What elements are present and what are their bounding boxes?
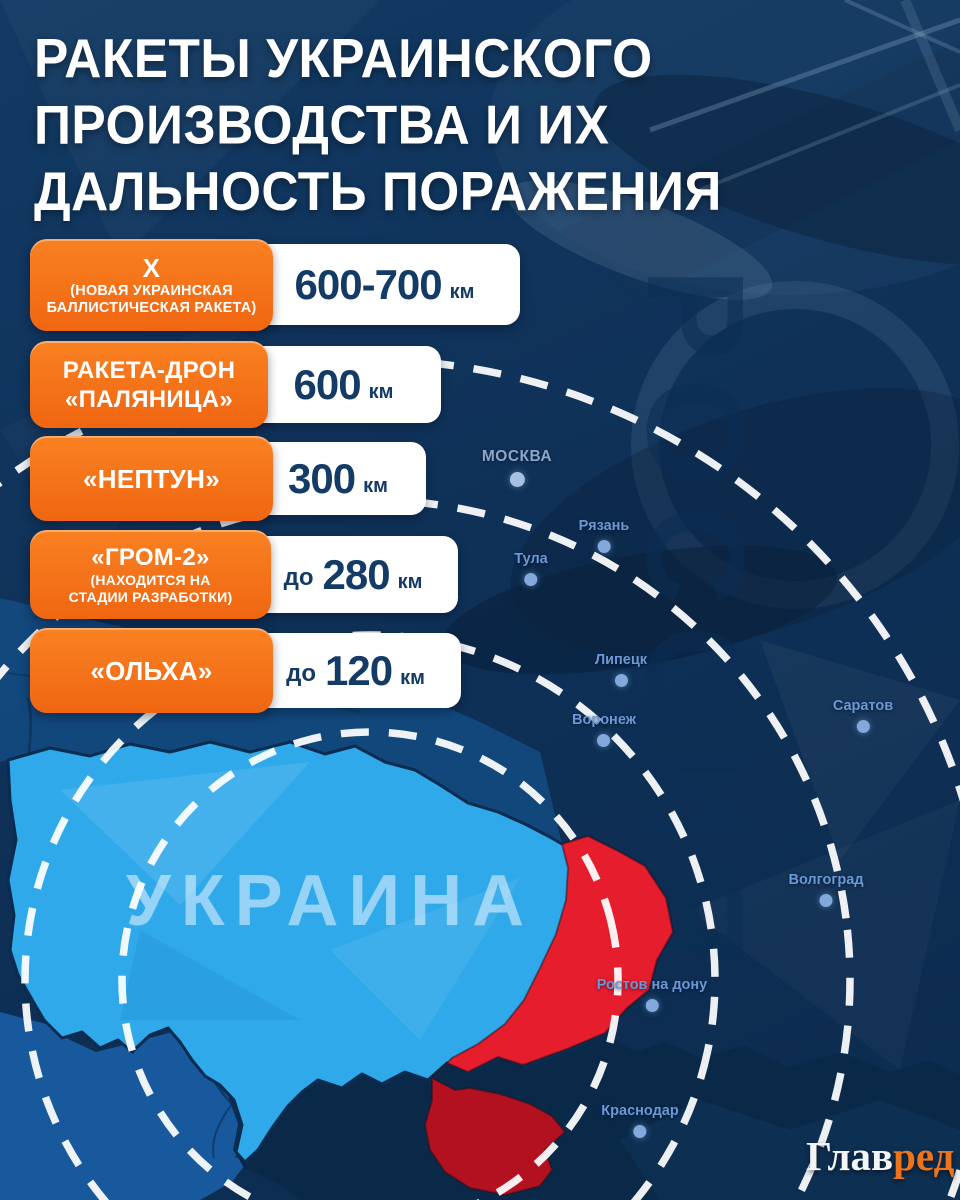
city-marker-volgograd: Волгоград [788, 872, 864, 907]
missile-name-badge: РАКЕТА-ДРОН «ПАЛЯНИЦА» [30, 341, 268, 428]
range-prefix: до [283, 564, 314, 591]
range-unit: км [449, 280, 475, 303]
city-label: Волгоград [788, 872, 864, 888]
missile-note: (НОВАЯ УКРАИНСКАЯ [70, 283, 233, 299]
city-marker-ryazan: Рязань [578, 518, 630, 553]
missile-row-grom2: до 280 км «ГРОМ-2» (НАХОДИТСЯ НА СТАДИИ … [0, 530, 620, 619]
range-unit: км [363, 474, 388, 497]
missile-note: СТАДИИ РАЗРАБОТКИ) [68, 588, 233, 605]
missile-name-badge: «НЕПТУН» [30, 436, 273, 521]
missile-name-badge: «ГРОМ-2» (НАХОДИТСЯ НА СТАДИИ РАЗРАБОТКИ… [30, 530, 271, 619]
range-value: 300 [288, 454, 356, 502]
range-unit: км [397, 570, 423, 593]
city-label: Тула [514, 551, 548, 567]
missile-photo-overlay [442, 0, 960, 675]
range-prefix: до [286, 660, 316, 687]
city-label: Ростов на дону [596, 977, 708, 993]
city-marker-tula: Тула [514, 551, 548, 586]
missile-note: (НАХОДИТСЯ НА [90, 572, 211, 588]
logo-text-white: Глав [806, 1133, 894, 1179]
range-badge: 600 км [246, 346, 441, 423]
city-marker-rostov: Ростов на дону [596, 977, 708, 1012]
city-marker-lipetsk: Липецк [595, 652, 647, 687]
page-title: РАКЕТЫ УКРАИНСКОГО ПРОИЗВОДСТВА И ИХ ДАЛ… [34, 26, 868, 226]
title-line-3: ДАЛЬНОСТЬ ПОРАЖЕНИЯ [34, 161, 722, 223]
missile-name-badge: «ОЛЬХА» [30, 628, 273, 713]
title-line-2: ПРОИЗВОДСТВА И ИХ [34, 94, 610, 156]
missile-row-olkha: до 120 км «ОЛЬХА» [0, 628, 620, 713]
missile-name: «ПАЛЯНИЦА» [64, 385, 234, 413]
missile-name: «ГРОМ-2» [91, 544, 210, 571]
city-marker-voronezh: Воронеж [572, 712, 636, 747]
missile-row-x: 600-700 км X (НОВАЯ УКРАИНСКАЯ БАЛЛИСТИЧ… [0, 239, 620, 331]
city-marker-krasnodar: Краснодар [601, 1103, 679, 1138]
missile-name: X [142, 253, 161, 283]
city-dot [633, 1125, 647, 1138]
range-badge: 600-700 км [249, 244, 520, 325]
range-badge: до 120 км [250, 633, 461, 708]
city-label: Краснодар [601, 1103, 679, 1119]
missile-name-badge: X (НОВАЯ УКРАИНСКАЯ БАЛЛИСТИЧЕСКАЯ РАКЕТ… [30, 239, 273, 331]
ukraine-facets [60, 762, 520, 1040]
city-dot [509, 472, 525, 487]
range-value: 280 [322, 550, 391, 598]
range-value: 120 [325, 646, 393, 694]
logo-text-orange: ред [893, 1133, 955, 1179]
city-marker-saratov: Саратов [833, 698, 893, 733]
glavred-logo: Главред [806, 1132, 954, 1180]
city-marker-moscow: МОСКВА [482, 448, 552, 487]
city-dot [597, 540, 611, 553]
range-value: 600-700 [294, 260, 443, 308]
range-value: 600 [293, 360, 362, 408]
range-badge: 300 км [250, 442, 426, 515]
city-dot [856, 720, 870, 733]
city-label: Липецк [594, 652, 648, 668]
kuban-land [620, 1100, 960, 1200]
black-sea [236, 1035, 960, 1200]
city-label: Рязань [578, 518, 630, 534]
ukraine-watermark: УКРАИНА [126, 861, 534, 941]
city-dot [614, 674, 628, 687]
range-unit: км [400, 666, 425, 689]
missile-row-palianytsia: 600 км РАКЕТА-ДРОН «ПАЛЯНИЦА» [0, 341, 620, 428]
city-label: Воронеж [572, 712, 636, 728]
city-dot [819, 894, 833, 907]
missile-name: «ОЛЬХА» [90, 655, 213, 686]
range-unit: км [368, 380, 394, 403]
city-label: Саратов [832, 698, 894, 714]
city-dot [645, 999, 659, 1012]
missile-note: БАЛЛИСТИЧЕСКАЯ РАКЕТА) [46, 300, 257, 316]
missile-row-neptun: 300 км «НЕПТУН» [0, 436, 620, 521]
title-line-1: РАКЕТЫ УКРАИНСКОГО [34, 28, 653, 90]
missile-name: «НЕПТУН» [83, 463, 220, 494]
city-label: МОСКВА [481, 448, 553, 465]
city-dot [524, 573, 538, 586]
city-dot [597, 734, 611, 747]
missile-name: РАКЕТА-ДРОН [62, 356, 236, 384]
range-badge: до 280 км [248, 536, 458, 613]
crimea-shape [423, 1076, 567, 1197]
